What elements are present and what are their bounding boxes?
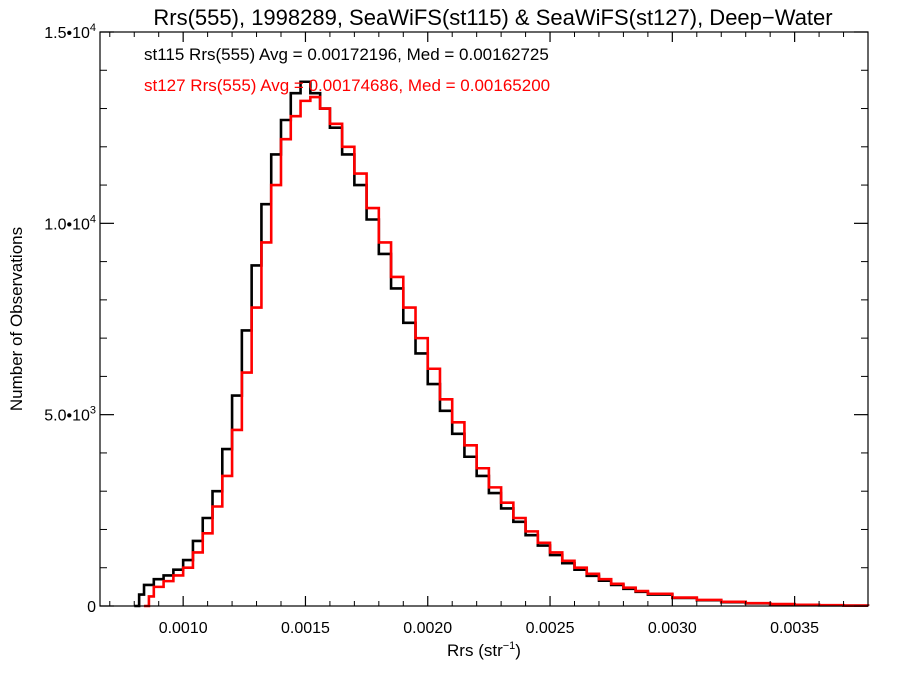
x-axis-label: Rrs (str−1) bbox=[447, 640, 521, 660]
y-tick-label: 1.5•104 bbox=[44, 22, 96, 42]
y-tick-label: 0 bbox=[87, 599, 96, 616]
x-tick-label: 0.0010 bbox=[159, 620, 208, 637]
x-axis-ticks: 0.0010 0.0015 0.0020 0.0025 0.0030 0.0035 bbox=[109, 32, 869, 637]
plot-frame bbox=[99, 31, 869, 607]
annotation-st115: st115 Rrs(555) Avg = 0.00172196, Med = 0… bbox=[144, 45, 549, 64]
y-tick-label: 1.0•104 bbox=[44, 213, 96, 233]
annotation-st127: st127 Rrs(555) Avg = 0.00174686, Med = 0… bbox=[144, 76, 550, 95]
y-axis-label: Number of Observations bbox=[7, 227, 26, 411]
y-tick-label: 5.0•103 bbox=[44, 405, 96, 425]
series-line-st127 bbox=[144, 95, 870, 608]
y-axis-ticks: 0 5.0•103 1.0•104 1.5•104 bbox=[44, 22, 868, 616]
x-axis-label-main: Rrs (str bbox=[447, 641, 503, 660]
series-layer bbox=[134, 80, 870, 608]
series-line-st115 bbox=[134, 80, 870, 608]
x-tick-label: 0.0030 bbox=[648, 620, 697, 637]
x-axis-label-exponent: −1 bbox=[503, 640, 516, 652]
x-tick-label: 0.0015 bbox=[281, 620, 330, 637]
x-tick-label: 0.0025 bbox=[526, 620, 575, 637]
chart-title: Rrs(555), 1998289, SeaWiFS(st115) & SeaW… bbox=[153, 5, 832, 30]
x-tick-label: 0.0035 bbox=[770, 620, 819, 637]
x-tick-label: 0.0020 bbox=[403, 620, 452, 637]
x-axis-label-close: ) bbox=[515, 641, 521, 660]
